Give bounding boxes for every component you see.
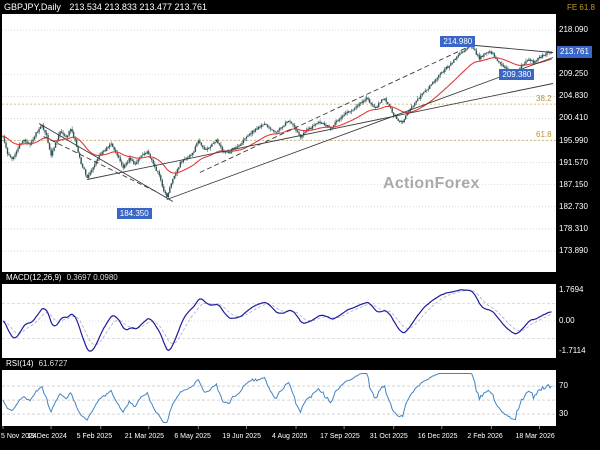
date-axis-label: 31 Oct 2025 xyxy=(369,433,408,440)
price-scale-tick: 218.090 xyxy=(559,25,588,35)
macd-scale-tick: -1.7114 xyxy=(559,346,586,356)
price-scale-tick: 191.570 xyxy=(559,157,588,167)
rsi-indicator-name: RSI(14) xyxy=(6,359,34,368)
date-axis-label: 5 Nov 2024 xyxy=(1,433,37,440)
price-chart-panel[interactable] xyxy=(2,14,556,272)
price-scale-tick: 178.310 xyxy=(559,223,588,233)
date-axis-label: 17 Sep 2025 xyxy=(320,433,360,440)
chart-title-bar: GBPJPY,Daily 213.534 213.833 213.477 213… xyxy=(0,0,600,14)
price-scale-tick: 209.250 xyxy=(559,69,588,79)
macd-values: 0.3697 0.0980 xyxy=(66,273,118,282)
macd-label-strip: MACD(12,26,9) 0.3697 0.0980 xyxy=(2,272,556,284)
date-axis-label: 6 May 2025 xyxy=(174,433,211,440)
rsi-panel[interactable] xyxy=(2,370,556,426)
watermark: ActionForex xyxy=(383,175,480,192)
rsi-value: 61.6727 xyxy=(38,359,68,368)
price-marker[interactable]: 209.380 xyxy=(499,68,535,80)
macd-panel[interactable] xyxy=(2,284,556,358)
price-scale[interactable] xyxy=(556,14,600,450)
date-axis-label: 19 Dec 2024 xyxy=(27,433,67,440)
price-marker[interactable]: 214.980 xyxy=(440,35,476,47)
price-scale-tick: 187.150 xyxy=(559,179,588,189)
date-axis-label: 4 Aug 2025 xyxy=(272,433,308,440)
price-scale-tick: 195.990 xyxy=(559,135,588,145)
date-axis-label: 21 Mar 2025 xyxy=(124,433,165,440)
ohlc-values: 213.534 213.833 213.477 213.761 xyxy=(69,2,208,12)
price-scale-tick: 182.730 xyxy=(559,201,588,211)
date-axis-label: 18 Mar 2026 xyxy=(515,433,555,440)
date-axis-label: 2 Feb 2026 xyxy=(467,433,503,440)
date-axis-label: 5 Feb 2025 xyxy=(76,433,113,440)
price-scale-tick: 204.830 xyxy=(559,91,588,101)
fib-extension-label: FE 61.8 xyxy=(566,3,595,12)
fib-level-label[interactable]: 38.2 xyxy=(536,94,552,104)
price-scale-tick: 173.890 xyxy=(559,246,588,256)
rsi-label-strip: RSI(14) 61.6727 xyxy=(2,358,556,370)
price-marker[interactable]: 184.350 xyxy=(116,207,152,219)
rsi-scale-tick: 30 xyxy=(559,409,568,419)
macd-scale-tick: 0.00 xyxy=(559,316,575,325)
rsi-scale-tick: 70 xyxy=(559,381,568,391)
time-axis[interactable] xyxy=(0,426,600,450)
date-axis-label: 16 Dec 2025 xyxy=(417,433,458,440)
fib-level-label[interactable]: 61.8 xyxy=(536,130,552,140)
date-axis-label: 19 Jun 2025 xyxy=(222,433,261,440)
macd-indicator-name: MACD(12,26,9) xyxy=(6,273,62,282)
macd-scale-tick: 1.7694 xyxy=(559,284,584,294)
symbol-timeframe: GBPJPY,Daily xyxy=(4,2,61,12)
current-price-label: 213.761 xyxy=(557,45,592,58)
price-scale-tick: 200.410 xyxy=(559,113,588,123)
